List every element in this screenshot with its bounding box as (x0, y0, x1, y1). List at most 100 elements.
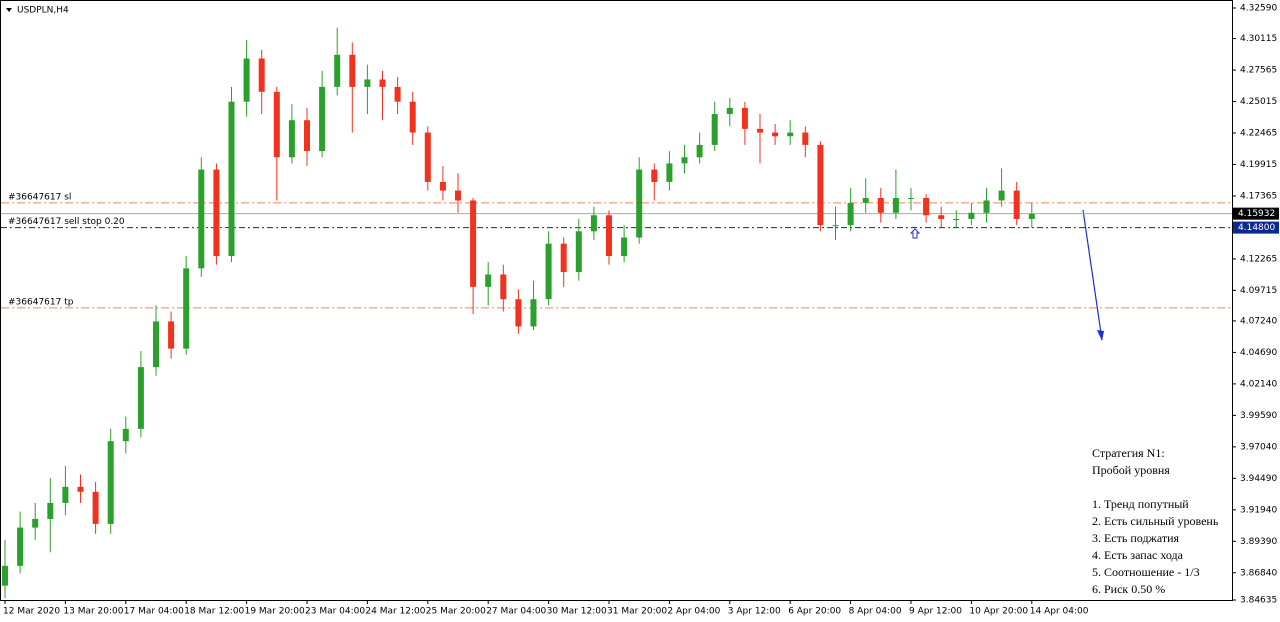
candle-body (545, 243, 552, 300)
candle-body (243, 58, 250, 102)
x-tick-label: 9 Apr 12:00 (909, 607, 962, 617)
candle-body (908, 197, 914, 199)
candle-body (726, 107, 733, 115)
candle-body (621, 237, 628, 257)
current-price-box (1233, 207, 1279, 220)
x-tick-label: 30 Mar 12:00 (547, 607, 607, 617)
candle-body (606, 215, 612, 257)
candle-body (590, 215, 597, 232)
entry-arrow (909, 228, 921, 239)
y-tick-label: 4.30115 (1240, 34, 1277, 44)
x-tick-label: 31 Mar 20:00 (607, 607, 667, 617)
x-tick-label: 17 Mar 04:00 (124, 607, 184, 617)
candle-body (153, 321, 159, 368)
note-line: 2. Есть сильный уровень (1092, 514, 1219, 528)
note-line: Стратегия N1: (1092, 446, 1165, 460)
candle-body (183, 268, 190, 349)
y-tick-label: 3.97040 (1240, 442, 1277, 452)
candle-body (681, 157, 688, 164)
x-tick-label: 6 Apr 20:00 (788, 607, 841, 617)
candle-body (696, 144, 703, 158)
chart-title: USDPLN,H4 (17, 6, 69, 16)
y-tick-label: 4.02140 (1240, 379, 1277, 389)
candle-body (394, 86, 401, 102)
forecast-arrowhead (1097, 330, 1104, 341)
candle-body (258, 58, 265, 92)
candle-body (107, 441, 114, 524)
candle-body (198, 169, 205, 269)
candle-body (439, 181, 446, 191)
y-tick-label: 3.91940 (1240, 505, 1277, 515)
level-price-box (1233, 221, 1279, 234)
candle-body (711, 114, 718, 145)
candle-body (802, 132, 809, 145)
candle-body (273, 91, 280, 158)
y-tick-label: 4.19915 (1240, 160, 1277, 170)
candle-body (288, 120, 295, 158)
candle-body (17, 527, 24, 566)
forecast-arrow (1082, 209, 1103, 341)
candle-body (32, 518, 39, 528)
candle-body (666, 163, 673, 182)
note-line: 1. Тренд попутный (1092, 497, 1189, 511)
candle-body (424, 132, 431, 182)
candle-body (77, 486, 84, 492)
x-tick-label: 18 Mar 12:00 (184, 607, 244, 617)
candle-body (832, 225, 839, 227)
candle-body (409, 101, 416, 133)
y-tick-label: 3.86840 (1240, 568, 1277, 578)
y-tick-label: 3.84635 (1240, 596, 1277, 606)
x-tick-label: 27 Mar 04:00 (486, 607, 546, 617)
y-tick-label: 4.27565 (1240, 66, 1277, 76)
y-tick-label: 4.17365 (1240, 191, 1277, 201)
level-label: #36647617 sell stop 0.20 (8, 217, 125, 227)
candle-body (500, 274, 507, 300)
candle-body (47, 502, 54, 519)
candle-body (168, 321, 175, 349)
candle-body (938, 215, 945, 219)
note-line: 6. Риск 0.50 % (1092, 582, 1165, 596)
candle-body (455, 190, 461, 201)
candle-body (968, 212, 975, 219)
level-price-label: 4.14800 (1238, 223, 1275, 233)
candle-body (787, 132, 794, 137)
candle-body (983, 200, 990, 213)
note-line: Пробой уровня (1092, 463, 1170, 477)
candle-body (530, 299, 537, 327)
x-tick-label: 3 Apr 12:00 (728, 607, 781, 617)
candle-body (349, 54, 356, 87)
y-tick-label: 4.22465 (1240, 128, 1277, 138)
y-tick-label: 4.04690 (1240, 348, 1277, 358)
plot-frame (0, 0, 1233, 601)
x-tick-label: 2 Apr 04:00 (667, 607, 720, 617)
y-tick-label: 4.07240 (1240, 316, 1277, 326)
candle-body (485, 274, 492, 287)
candle-body (515, 299, 522, 327)
candle-body (877, 197, 884, 213)
current-price-label: 4.15932 (1238, 209, 1275, 219)
x-tick-label: 24 Mar 12:00 (365, 607, 425, 617)
candle-body (379, 79, 386, 87)
candle-body (470, 200, 477, 287)
candle-body (1028, 214, 1035, 219)
candle-body (817, 144, 824, 226)
x-tick-label: 25 Mar 20:00 (426, 607, 486, 617)
y-tick-label: 4.12265 (1240, 254, 1277, 264)
note-line: 4. Есть запас хода (1092, 548, 1184, 562)
candle-body (92, 491, 99, 524)
menu-arrow (6, 8, 12, 12)
candle-body (137, 367, 144, 429)
candle-body (772, 132, 779, 137)
x-tick-label: 13 Mar 20:00 (63, 607, 123, 617)
y-tick-label: 4.09715 (1240, 286, 1277, 296)
candle-body (862, 197, 869, 203)
y-tick-label: 4.32590 (1240, 4, 1277, 14)
candle-body (2, 565, 8, 586)
candle-body (847, 202, 854, 226)
candle-body (953, 218, 960, 220)
x-tick-label: 14 Apr 04:00 (1030, 607, 1089, 617)
candle-body (1013, 190, 1020, 219)
candle-body (213, 169, 220, 257)
note-line: 3. Есть поджатия (1092, 531, 1180, 545)
